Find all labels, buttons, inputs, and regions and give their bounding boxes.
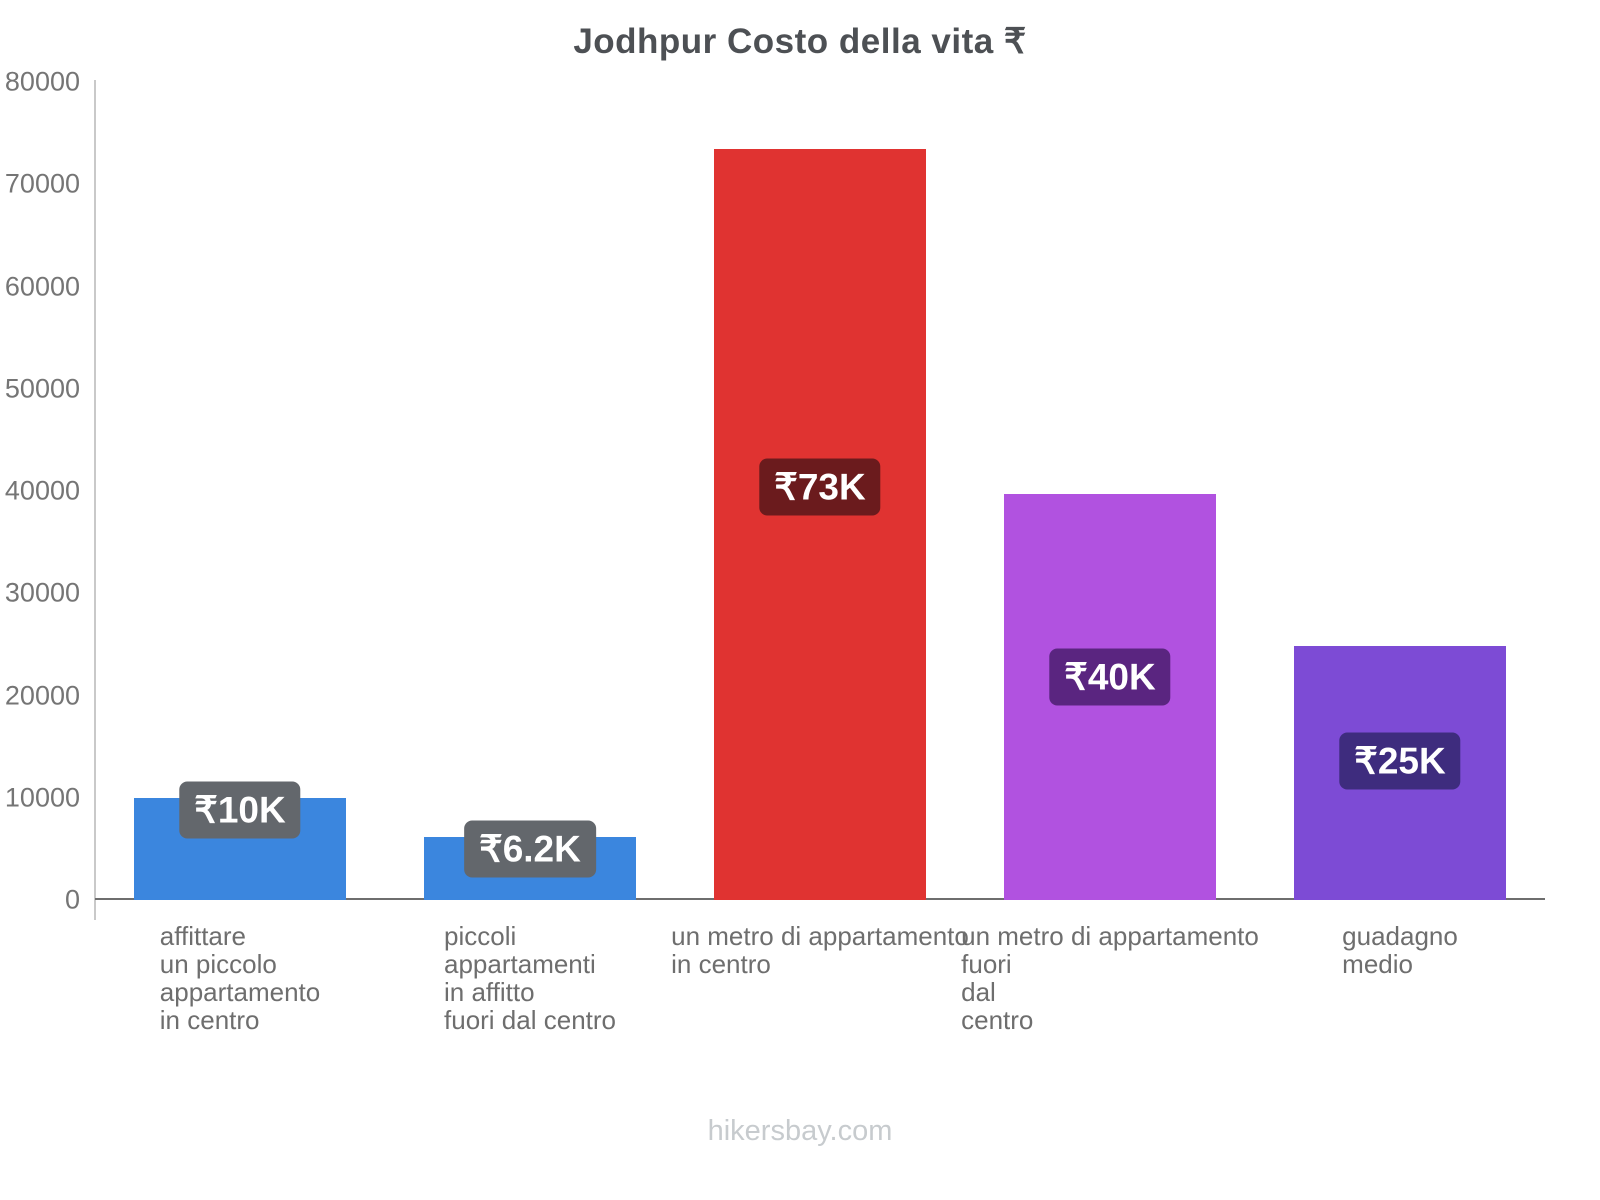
category-label-line: in centro	[671, 949, 771, 979]
y-tick-label: 50000	[4, 373, 80, 404]
y-tick-label: 70000	[4, 168, 80, 199]
bar-value-label: ₹40K	[1049, 648, 1171, 706]
y-tick-label: 30000	[4, 577, 80, 608]
chart-title: Jodhpur Costo della vita ₹	[573, 22, 1027, 61]
category-label-line: affittare	[159, 921, 247, 951]
y-tick-label: 20000	[4, 680, 80, 710]
category-label: un metro di appartamento in centro	[671, 922, 969, 978]
category-label-line: piccoli	[444, 921, 517, 951]
bar-3	[714, 149, 926, 900]
category-label-line: medio	[1342, 949, 1413, 979]
bar-value-label: ₹6.2K	[464, 820, 596, 878]
category-label: piccoli appartamenti in affitto fuori dal c…	[444, 922, 616, 1034]
watermark: hikersbay.com	[707, 1115, 893, 1147]
category-label-line: un metro di appartamento	[961, 921, 1259, 951]
category-label-line: dal	[961, 977, 996, 1007]
y-axis-line	[94, 80, 96, 920]
category-label-line: fuori dal centro	[444, 1005, 616, 1035]
bar-value-label: ₹73K	[759, 458, 881, 516]
category-label-line: appartamento	[159, 977, 321, 1007]
category-label: affittare un piccolo appartamento in centro	[160, 922, 320, 1034]
category-label-line: un metro di appartamento	[671, 921, 969, 951]
y-tick-label: 0	[64, 884, 80, 915]
category-label-line: un piccolo	[159, 949, 277, 979]
y-tick-label: 60000	[4, 271, 80, 301]
y-tick-label: 40000	[4, 475, 80, 506]
bar-value-label: ₹10K	[179, 781, 301, 839]
category-label-line: guadagno	[1342, 921, 1458, 951]
category-label: un metro di appartamento fuori dal centro	[961, 922, 1259, 1034]
bar-value-label: ₹25K	[1339, 732, 1461, 790]
category-label-line: appartamenti	[444, 949, 596, 979]
y-tick-label: 80000	[4, 66, 80, 97]
category-label-line: in centro	[159, 1005, 260, 1035]
category-label-line: centro	[961, 1005, 1034, 1035]
category-label-line: fuori	[961, 949, 1012, 979]
y-tick-label: 10000	[4, 782, 80, 813]
category-label-line: in affitto	[444, 977, 535, 1007]
category-label: guadagno medio	[1342, 922, 1458, 978]
